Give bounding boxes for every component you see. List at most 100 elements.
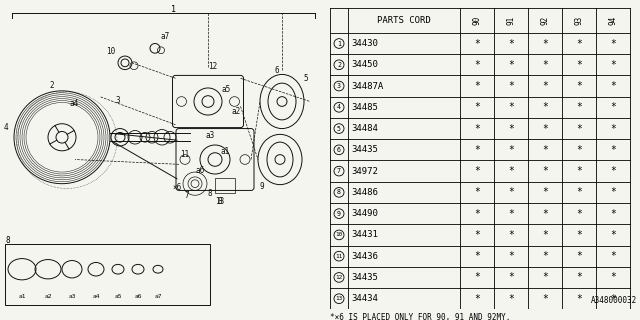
Text: 13: 13	[216, 196, 225, 205]
Text: *: *	[508, 230, 514, 240]
Text: *: *	[542, 124, 548, 133]
Text: 92: 92	[541, 16, 550, 25]
Text: 11: 11	[180, 150, 189, 159]
Text: *: *	[542, 209, 548, 219]
Text: ×6: ×6	[172, 183, 182, 192]
Text: 34431: 34431	[351, 230, 378, 239]
Text: 10: 10	[335, 232, 342, 237]
Text: a3: a3	[205, 131, 214, 140]
Text: *: *	[542, 38, 548, 49]
Text: a2: a2	[232, 107, 241, 116]
Text: *: *	[508, 272, 514, 283]
Text: 93: 93	[575, 16, 584, 25]
Text: *: *	[542, 294, 548, 304]
Text: *: *	[576, 60, 582, 70]
Text: *: *	[576, 124, 582, 133]
Text: *: *	[474, 38, 480, 49]
Text: *: *	[542, 102, 548, 112]
Text: *: *	[508, 166, 514, 176]
Text: *: *	[474, 272, 480, 283]
Text: *: *	[576, 38, 582, 49]
Text: *: *	[576, 166, 582, 176]
Text: *: *	[542, 251, 548, 261]
Bar	[215, 178, 235, 193]
Text: 34972: 34972	[351, 167, 378, 176]
Text: *: *	[508, 124, 514, 133]
Text: 91: 91	[506, 16, 515, 25]
Text: *: *	[542, 230, 548, 240]
Text: 34435: 34435	[351, 145, 378, 154]
Text: a6: a6	[195, 166, 205, 175]
Text: 5: 5	[337, 125, 341, 132]
Text: *: *	[542, 272, 548, 283]
Text: *: *	[508, 294, 514, 304]
Text: a4: a4	[69, 99, 79, 108]
Text: a3: a3	[68, 294, 76, 299]
Text: 94: 94	[609, 16, 618, 25]
Text: *: *	[576, 230, 582, 240]
Text: *: *	[508, 102, 514, 112]
Text: *: *	[576, 102, 582, 112]
Text: a7: a7	[154, 294, 162, 299]
Text: *: *	[542, 188, 548, 197]
Text: *: *	[610, 145, 616, 155]
Text: 3: 3	[116, 96, 120, 105]
Text: *×6 IS PLACED ONLY FOR 90, 91 AND 92MY.: *×6 IS PLACED ONLY FOR 90, 91 AND 92MY.	[330, 313, 510, 320]
Text: *: *	[474, 209, 480, 219]
Text: *: *	[508, 145, 514, 155]
Text: 9: 9	[337, 211, 341, 217]
Text: *: *	[576, 272, 582, 283]
Bar	[5, 244, 210, 305]
Text: 90: 90	[472, 16, 481, 25]
Text: *: *	[508, 81, 514, 91]
Text: *: *	[610, 251, 616, 261]
Text: *: *	[610, 38, 616, 49]
Text: *: *	[474, 81, 480, 91]
Text: a5: a5	[221, 85, 230, 94]
Text: *: *	[610, 166, 616, 176]
Text: 4: 4	[4, 123, 8, 132]
Text: *: *	[610, 272, 616, 283]
Text: *: *	[610, 124, 616, 133]
Text: 34487A: 34487A	[351, 82, 383, 91]
Text: *: *	[542, 145, 548, 155]
Text: *: *	[474, 230, 480, 240]
Text: a6: a6	[134, 294, 141, 299]
Text: *: *	[474, 145, 480, 155]
Text: *: *	[474, 102, 480, 112]
Text: *: *	[576, 81, 582, 91]
Text: 9: 9	[260, 182, 264, 191]
Text: 1: 1	[337, 41, 341, 46]
Text: *: *	[576, 294, 582, 304]
Text: *: *	[576, 251, 582, 261]
Text: 2: 2	[50, 81, 54, 90]
Text: 34434: 34434	[351, 294, 378, 303]
Text: 34484: 34484	[351, 124, 378, 133]
Text: 11: 11	[335, 254, 342, 259]
Text: 34450: 34450	[351, 60, 378, 69]
Text: 1: 1	[171, 5, 176, 14]
Text: 13: 13	[335, 296, 342, 301]
Text: 34436: 34436	[351, 252, 378, 261]
Text: *: *	[576, 188, 582, 197]
Text: a1: a1	[220, 147, 230, 156]
Text: 34435: 34435	[351, 273, 378, 282]
Text: 34490: 34490	[351, 209, 378, 218]
Text: *: *	[610, 60, 616, 70]
Text: a1: a1	[19, 294, 26, 299]
Text: *: *	[576, 209, 582, 219]
Text: 8: 8	[218, 196, 222, 205]
Text: *: *	[610, 294, 616, 304]
Text: *: *	[542, 166, 548, 176]
Text: 4: 4	[337, 104, 341, 110]
Text: 7: 7	[185, 191, 189, 200]
Text: 10: 10	[106, 47, 116, 56]
Text: *: *	[508, 188, 514, 197]
Text: *: *	[474, 188, 480, 197]
Text: *: *	[542, 81, 548, 91]
Text: *: *	[474, 124, 480, 133]
Text: 6: 6	[337, 147, 341, 153]
Text: 34430: 34430	[351, 39, 378, 48]
Text: 6: 6	[275, 66, 279, 75]
Text: PARTS CORD: PARTS CORD	[377, 16, 431, 25]
